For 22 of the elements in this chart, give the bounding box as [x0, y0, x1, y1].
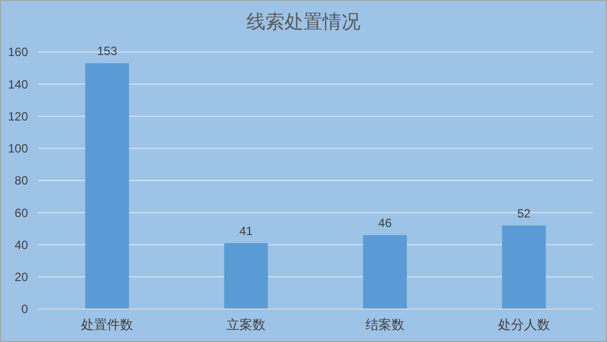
data-label: 41 — [239, 224, 254, 238]
y-tick-label: 100 — [8, 142, 28, 156]
y-tick-label: 120 — [8, 109, 28, 124]
y-tick-label: 20 — [14, 270, 28, 284]
x-tick-label: 结案数 — [365, 317, 404, 332]
bar — [224, 243, 268, 309]
data-label: 153 — [97, 44, 118, 58]
chart-title: 线索处置情况 — [246, 12, 360, 33]
y-tick-label: 60 — [14, 206, 28, 220]
y-tick-label: 160 — [8, 45, 28, 60]
x-tick-label: 处置件数 — [81, 317, 134, 332]
y-tick-label: 0 — [21, 302, 28, 316]
data-label: 46 — [378, 216, 392, 230]
bar — [502, 225, 546, 309]
y-tick-label: 140 — [8, 77, 28, 92]
bar — [85, 63, 129, 309]
data-label: 52 — [517, 206, 531, 220]
bar — [363, 235, 407, 309]
x-tick-label: 立案数 — [226, 317, 266, 332]
y-tick-label: 80 — [14, 174, 28, 188]
x-tick-label: 处分人数 — [498, 317, 550, 332]
y-tick-label: 40 — [14, 238, 28, 252]
